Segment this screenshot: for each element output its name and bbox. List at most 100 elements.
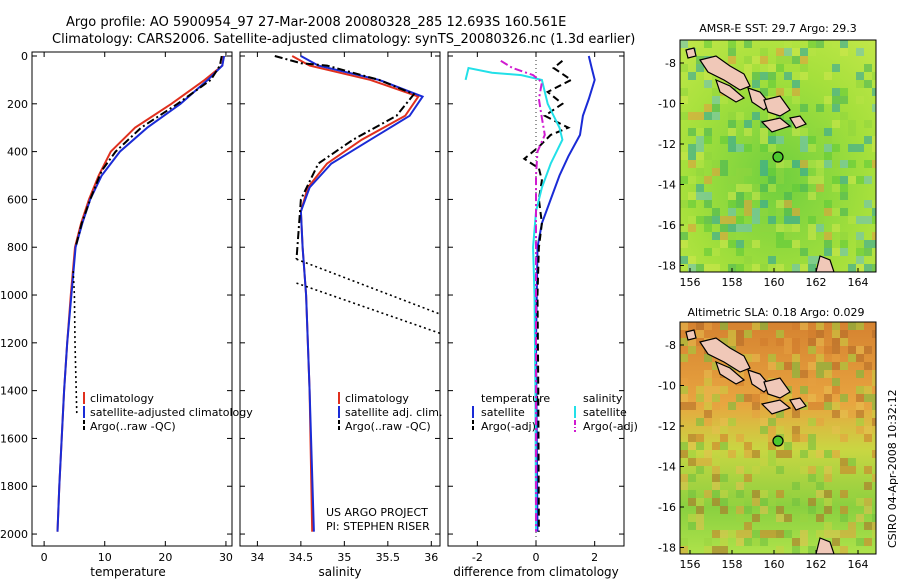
- heatmap-cell: [768, 144, 776, 152]
- heatmap-cell: [864, 402, 872, 410]
- heatmap-cell: [744, 56, 752, 64]
- heatmap-cell: [696, 192, 704, 200]
- heatmap-cell: [848, 346, 856, 354]
- legend-title-salinity: salinity: [583, 392, 623, 405]
- heatmap-cell: [848, 530, 856, 538]
- heatmap-cell: [696, 136, 704, 144]
- heatmap-cell: [792, 546, 800, 554]
- heatmap-cell: [760, 200, 768, 208]
- heatmap-cell: [696, 128, 704, 136]
- heatmap-cell: [840, 546, 848, 554]
- heatmap-cell: [832, 88, 840, 96]
- heatmap-cell: [720, 546, 728, 554]
- heatmap-cell: [696, 112, 704, 120]
- heatmap-cell: [728, 56, 736, 64]
- heatmap-cell: [744, 522, 752, 530]
- heatmap-cell: [768, 256, 776, 264]
- heatmap-cell: [688, 152, 696, 160]
- heatmap-cell: [688, 442, 696, 450]
- heatmap-cell: [736, 506, 744, 514]
- heatmap-cell: [768, 64, 776, 72]
- heatmap-cell: [792, 128, 800, 136]
- heatmap-cell: [784, 72, 792, 80]
- heatmap-cell: [720, 498, 728, 506]
- map-x-tick-label: 158: [722, 558, 743, 571]
- heatmap-cell: [728, 418, 736, 426]
- map-y-tick-label: -18: [658, 260, 676, 273]
- heatmap-cell: [728, 120, 736, 128]
- map-y-tick-label: -18: [658, 542, 676, 555]
- heatmap-cell: [720, 418, 728, 426]
- heatmap-cell: [792, 410, 800, 418]
- heatmap-cell: [768, 418, 776, 426]
- heatmap-cell: [752, 112, 760, 120]
- heatmap-cell: [696, 434, 704, 442]
- heatmap-cell: [864, 522, 872, 530]
- heatmap-cell: [744, 40, 752, 48]
- heatmap-cell: [728, 128, 736, 136]
- heatmap-cell: [760, 338, 768, 346]
- heatmap-cell: [680, 224, 688, 232]
- heatmap-cell: [832, 184, 840, 192]
- heatmap-cell: [768, 394, 776, 402]
- legend-label-argo: Argo(..raw -QC): [345, 420, 431, 433]
- heatmap-cell: [816, 330, 824, 338]
- heatmap-cell: [728, 232, 736, 240]
- heatmap-cell: [688, 490, 696, 498]
- heatmap-cell: [728, 216, 736, 224]
- heatmap-cell: [696, 522, 704, 530]
- map-x-tick-label: 160: [764, 276, 785, 289]
- heatmap-cell: [872, 514, 876, 522]
- heatmap-cell: [872, 160, 876, 168]
- heatmap-cell: [768, 530, 776, 538]
- heatmap-cell: [744, 64, 752, 72]
- heatmap-cell: [768, 362, 776, 370]
- heatmap-cell: [680, 64, 688, 72]
- heatmap-cell: [840, 184, 848, 192]
- heatmap-cell: [720, 530, 728, 538]
- series-climatology: [56, 55, 225, 532]
- heatmap-cell: [696, 48, 704, 56]
- temperature-xlabel: temperature: [90, 565, 165, 579]
- heatmap-cell: [792, 160, 800, 168]
- heatmap-cell: [720, 474, 728, 482]
- heatmap-cell: [704, 200, 712, 208]
- heatmap-cell: [824, 152, 832, 160]
- heatmap-cell: [680, 176, 688, 184]
- heatmap-cell: [800, 538, 808, 546]
- heatmap-cell: [720, 168, 728, 176]
- heatmap-cell: [728, 224, 736, 232]
- series-argo-raw-qc-deep-2: [296, 282, 441, 335]
- heatmap-cell: [816, 160, 824, 168]
- heatmap-cell: [704, 136, 712, 144]
- heatmap-cell: [832, 378, 840, 386]
- heatmap-cell: [792, 322, 800, 330]
- heatmap-cell: [712, 232, 720, 240]
- heatmap-cell: [792, 362, 800, 370]
- heatmap-cell: [744, 128, 752, 136]
- heatmap-cell: [856, 232, 864, 240]
- heatmap-cell: [808, 362, 816, 370]
- heatmap-cell: [816, 224, 824, 232]
- heatmap-cell: [680, 338, 688, 346]
- heatmap-cell: [744, 168, 752, 176]
- heatmap-cell: [704, 442, 712, 450]
- heatmap-cell: [816, 168, 824, 176]
- heatmap-cell: [792, 88, 800, 96]
- heatmap-cell: [864, 240, 872, 248]
- heatmap-cell: [832, 330, 840, 338]
- heatmap-cell: [688, 434, 696, 442]
- heatmap-cell: [688, 338, 696, 346]
- heatmap-cell: [744, 256, 752, 264]
- series-salinity-argo-adj-: [500, 59, 546, 532]
- heatmap-cell: [784, 346, 792, 354]
- heatmap-cell: [856, 264, 864, 272]
- heatmap-cell: [736, 184, 744, 192]
- salinity-plot: 34 34.5 35 35.5 36: [240, 52, 441, 564]
- heatmap-cell: [736, 338, 744, 346]
- heatmap-cell: [864, 216, 872, 224]
- heatmap-cell: [824, 370, 832, 378]
- heatmap-cell: [824, 160, 832, 168]
- heatmap-cell: [792, 498, 800, 506]
- heatmap-cell: [720, 224, 728, 232]
